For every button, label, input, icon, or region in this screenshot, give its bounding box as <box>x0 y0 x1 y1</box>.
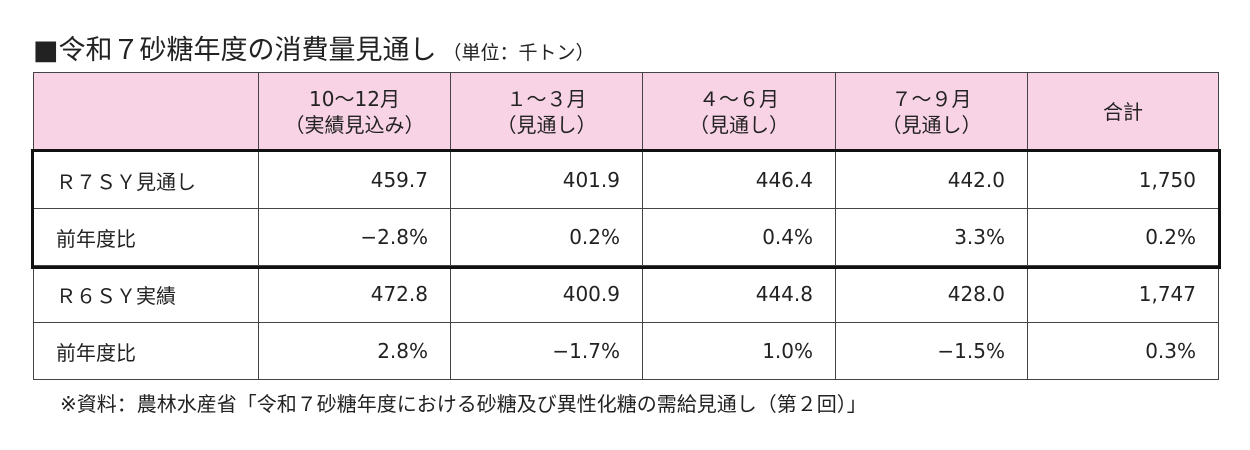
row-label: 前年度比 <box>33 208 259 266</box>
row-label: Ｒ７ＳＹ見通し <box>33 151 259 209</box>
column-header: ４～６月 （見通し） <box>642 72 836 152</box>
column-header-line: （見通し） <box>881 113 982 137</box>
cell: 472.8 <box>258 265 451 323</box>
column-header-line: 合計 <box>1103 100 1143 124</box>
column-header: 10～12月 （実績見込み） <box>258 72 451 152</box>
cell: 400.9 <box>450 265 643 323</box>
column-header-line: 10～12月 <box>309 87 400 111</box>
cell: 0.3% <box>1027 322 1219 380</box>
column-header-line: （見通し） <box>689 113 789 137</box>
column-header-line: （実績見込み） <box>284 113 425 137</box>
cell: 428.0 <box>835 265 1028 323</box>
cell: 2.8% <box>258 322 451 380</box>
cell: −1.5% <box>835 322 1028 380</box>
column-header: 合計 <box>1027 72 1219 152</box>
table: 10～12月 （実績見込み） １～３月 （見通し） ４～６月 （見通し） ７～９月 （見通し）… <box>33 72 1219 380</box>
table-row: 前年度比 2.8% −1.7% 1.0% −1.5% 0.3% <box>33 322 1219 380</box>
cell: −2.8% <box>258 208 451 266</box>
row-label: Ｒ６ＳＹ実績 <box>33 265 259 323</box>
column-header-line: ４～６月 <box>699 87 779 111</box>
table-row: Ｒ６ＳＹ実績 472.8 400.9 444.8 428.0 1,747 <box>33 265 1219 323</box>
cell: −1.7% <box>450 322 643 380</box>
cell: 1.0% <box>642 322 836 380</box>
column-header-line: （見通し） <box>496 113 597 137</box>
footnote: ※資料：農林水産省「令和７砂糖年度における砂糖及び異性化糖の需給見通し（第２回）… <box>60 392 867 416</box>
unit: （単位：千トン） <box>442 42 595 64</box>
column-header-line: ７～９月 <box>891 87 972 111</box>
title: ■令和７砂糖年度の消費量見通し <box>33 35 437 66</box>
column-header: ７～９月 （見通し） <box>835 72 1028 152</box>
table-row: Ｒ７ＳＹ見通し 459.7 401.9 446.4 442.0 1,750 <box>33 151 1219 209</box>
cell: 3.3% <box>835 208 1028 266</box>
column-header: １～３月 （見通し） <box>450 72 643 152</box>
cell: 0.4% <box>642 208 836 266</box>
header-row: 10～12月 （実績見込み） １～３月 （見通し） ４～６月 （見通し） ７～９月 （見通し）… <box>33 72 1219 152</box>
table-body: Ｒ７ＳＹ見通し 459.7 401.9 446.4 442.0 1,750 前年度比 −2.8… <box>33 151 1219 380</box>
cell: 401.9 <box>450 151 643 209</box>
cell: 0.2% <box>1027 208 1219 266</box>
row-label: 前年度比 <box>33 322 259 380</box>
cell: 1,747 <box>1027 265 1219 323</box>
column-header-line: １～３月 <box>506 87 587 111</box>
cell: 1,750 <box>1027 151 1219 209</box>
cell: 0.2% <box>450 208 643 266</box>
corner-cell <box>33 72 259 152</box>
cell: 442.0 <box>835 151 1028 209</box>
table-row: 前年度比 −2.8% 0.2% 0.4% 3.3% 0.2% <box>33 208 1219 266</box>
cell: 446.4 <box>642 151 836 209</box>
title-block: ■令和７砂糖年度の消費量見通し （単位：千トン） <box>33 28 595 67</box>
cell: 444.8 <box>642 265 836 323</box>
cell: 459.7 <box>258 151 451 209</box>
